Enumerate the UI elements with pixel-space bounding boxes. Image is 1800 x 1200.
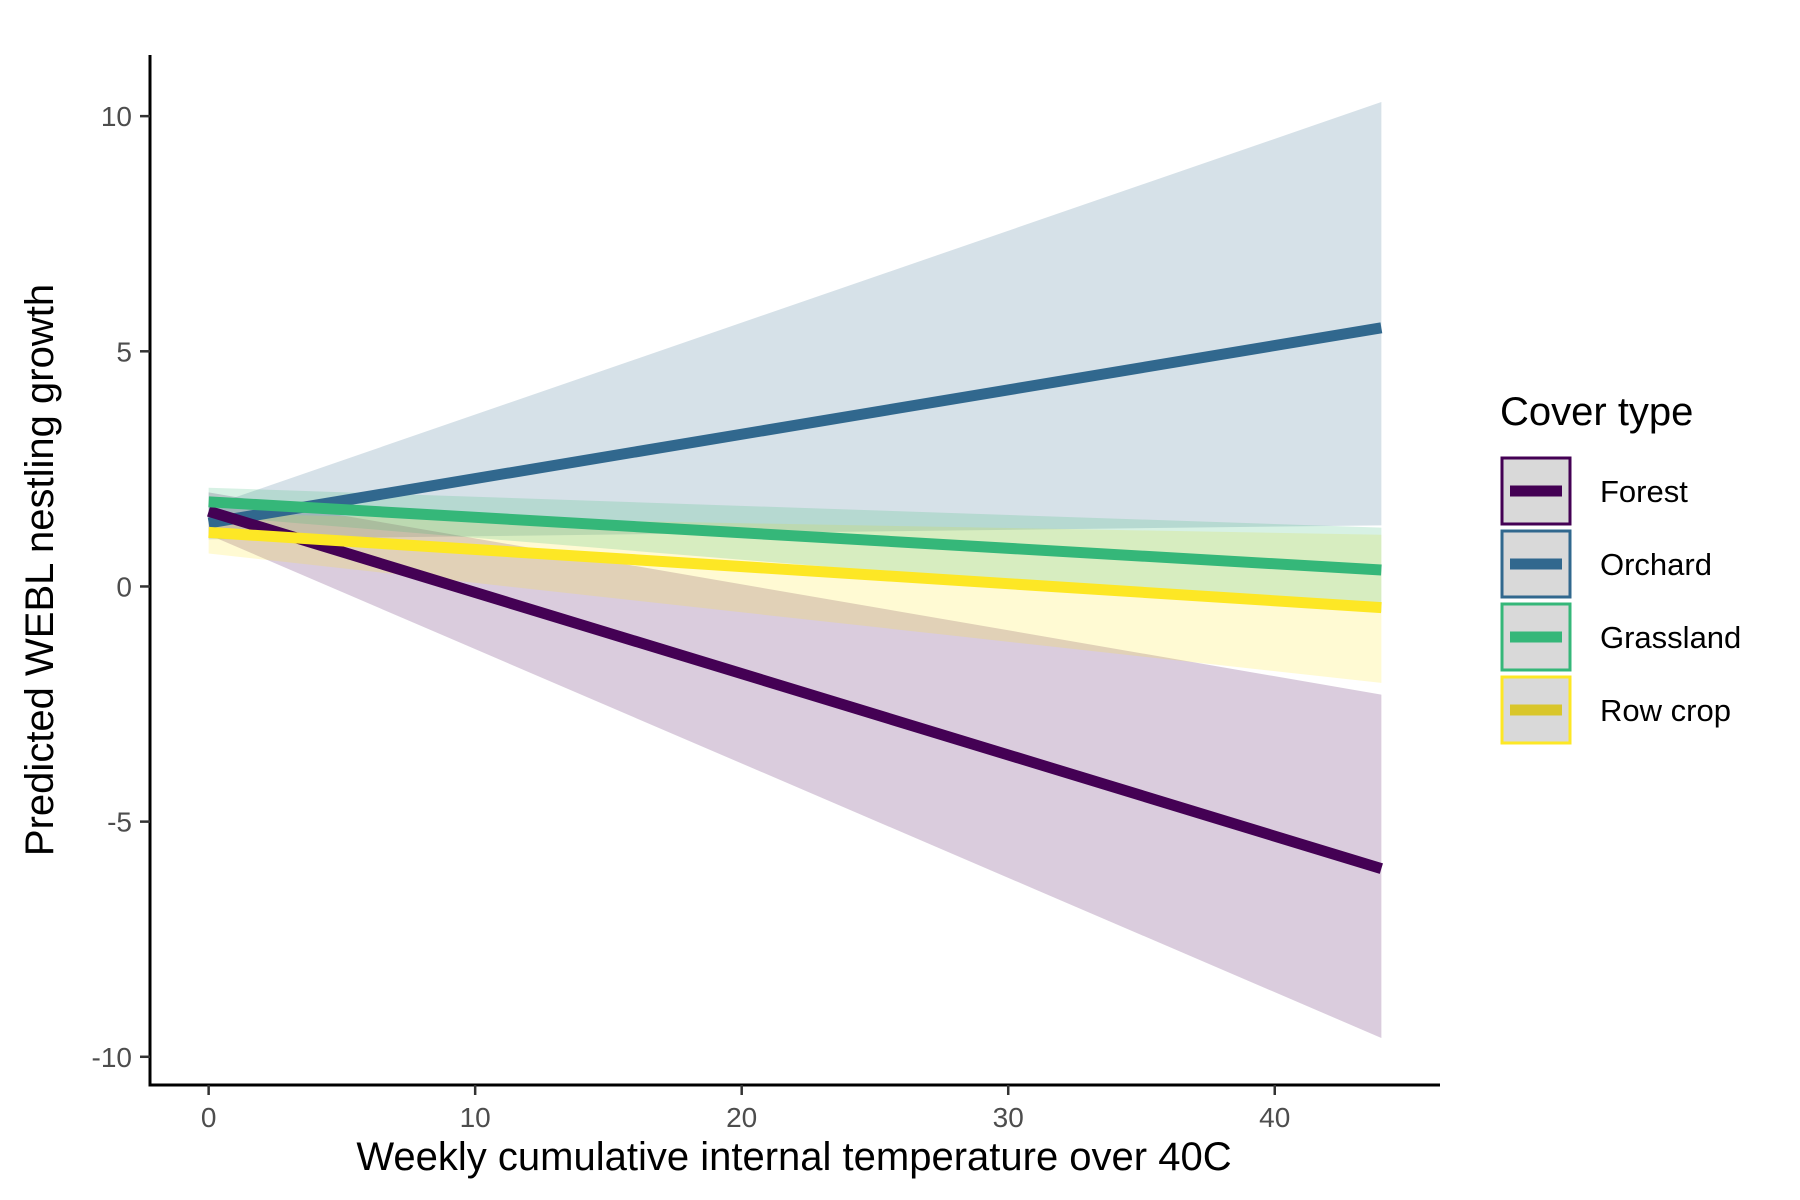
legend-label: Orchard	[1600, 547, 1712, 582]
legend-item-orchard: Orchard	[1500, 529, 1712, 599]
legend-label: Grassland	[1600, 620, 1741, 655]
ribbon-forest	[208, 492, 1382, 1038]
legend-items: Forest Orchard Grassland Row crop	[1500, 456, 1741, 745]
legend-label: Row crop	[1600, 693, 1731, 728]
line-orchard	[207, 322, 1383, 529]
x-tick-label: 40	[1259, 1102, 1290, 1133]
y-tick-label: 5	[116, 336, 132, 367]
legend-title: Cover type	[1500, 390, 1693, 434]
x-axis-ticks: 0 10 20 30 40	[201, 1085, 1290, 1133]
y-tick-label: -10	[92, 1042, 132, 1073]
series-lines	[207, 322, 1383, 874]
x-tick-label: 0	[201, 1102, 217, 1133]
ribbon-orchard	[208, 102, 1382, 540]
x-tick-label: 30	[993, 1102, 1024, 1133]
line-grassland	[208, 496, 1382, 576]
axes: 0 10 20 30 40 -10 -5 0 5 10	[92, 55, 1440, 1133]
y-tick-label: -5	[107, 807, 132, 838]
y-tick-label: 0	[116, 571, 132, 602]
x-axis-title: Weekly cumulative internal temperature o…	[356, 1135, 1231, 1179]
legend-item-grassland: Grassland	[1500, 602, 1741, 672]
legend-item-forest: Forest	[1500, 456, 1688, 526]
y-tick-label: 10	[101, 101, 132, 132]
line-forest	[207, 505, 1383, 874]
y-axis-title: Predicted WEBL nestling growth	[18, 284, 62, 856]
x-tick-label: 20	[726, 1102, 757, 1133]
legend-label: Forest	[1600, 474, 1688, 509]
line-row-crop	[208, 526, 1382, 614]
y-axis-ticks: -10 -5 0 5 10	[92, 101, 150, 1073]
x-tick-label: 10	[460, 1102, 491, 1133]
legend: Cover type Forest Orchard Grassland Row cro…	[1500, 390, 1741, 745]
legend-item-row-crop: Row crop	[1500, 675, 1731, 745]
